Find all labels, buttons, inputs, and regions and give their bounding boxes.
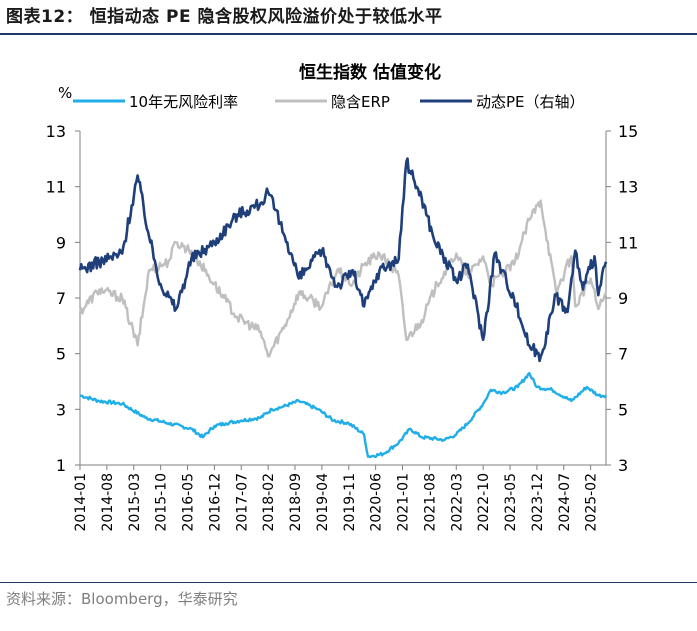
x-tick-label: 2014-08 [100, 473, 116, 532]
chart-title: 恒生指数 估值变化 [299, 62, 441, 83]
x-tick-label: 2020-06 [369, 473, 385, 532]
y-right-tick-label: 13 [618, 178, 638, 197]
y-right-tick-label: 5 [618, 400, 628, 419]
source-note: 资料来源：Bloomberg，华泰研究 [6, 590, 238, 608]
x-tick-label: 2023-12 [530, 473, 546, 532]
y-left-tick-label: 11 [46, 178, 66, 197]
legend: 10年无风险利率 隐含ERP 动态PE（右轴） [73, 93, 585, 111]
x-tick-label: 2018-02 [261, 473, 277, 532]
x-tick-label: 2016-05 [181, 473, 197, 532]
x-tick-label: 2022-10 [476, 473, 492, 532]
x-tick-label: 2016-12 [207, 473, 223, 532]
chart-svg: 恒生指数 估值变化 % 10年无风险利率 隐含ERP 动态PE（右轴） 135791… [46, 62, 639, 532]
series-lines [78, 157, 608, 459]
y-left-tick-label: 9 [56, 233, 66, 252]
x-tick-label: 2015-10 [154, 473, 170, 532]
x-tick-label: 2019-11 [342, 473, 358, 532]
title-rule [0, 33, 697, 35]
figure-title: 图表12： 恒指动态 PE 隐含股权风险溢价处于较低水平 [6, 7, 443, 27]
y-left-tick-label: 13 [46, 122, 66, 141]
series-line-0 [79, 371, 607, 459]
x-tick-label: 2019-04 [315, 473, 331, 532]
y-right-tick-label: 11 [618, 233, 638, 252]
series-line-2 [78, 157, 608, 363]
x-tick-label: 2022-03 [449, 473, 465, 531]
x-tick-label: 2021-01 [396, 473, 412, 532]
y-right-tick-label: 9 [618, 289, 628, 308]
legend-label-1: 隐含ERP [331, 93, 390, 111]
x-tick-label: 2018-09 [288, 473, 304, 532]
x-tick-label: 2025-02 [584, 473, 600, 532]
y-left-tick-label: 7 [56, 289, 66, 308]
y-left-tick-label: 5 [56, 345, 66, 364]
x-tick-label: 2014-01 [73, 473, 89, 532]
y-left-tick-label: 1 [56, 456, 66, 475]
y-right-tick-label: 7 [618, 345, 628, 364]
y-right-tick-label: 3 [618, 456, 628, 475]
x-tick-label: 2024-07 [557, 473, 573, 532]
x-tick-label: 2021-08 [422, 473, 438, 532]
x-tick-label: 2017-07 [234, 473, 250, 532]
legend-label-2: 动态PE（右轴） [476, 93, 585, 111]
x-tick-label: 2015-03 [127, 473, 143, 532]
y-left-tick-label: 3 [56, 400, 66, 419]
y-right-tick-label: 15 [618, 122, 638, 141]
y-unit-label: % [58, 84, 72, 102]
x-tick-label: 2023-05 [503, 473, 519, 532]
source-rule [0, 582, 697, 583]
legend-label-0: 10年无风险利率 [129, 93, 238, 111]
